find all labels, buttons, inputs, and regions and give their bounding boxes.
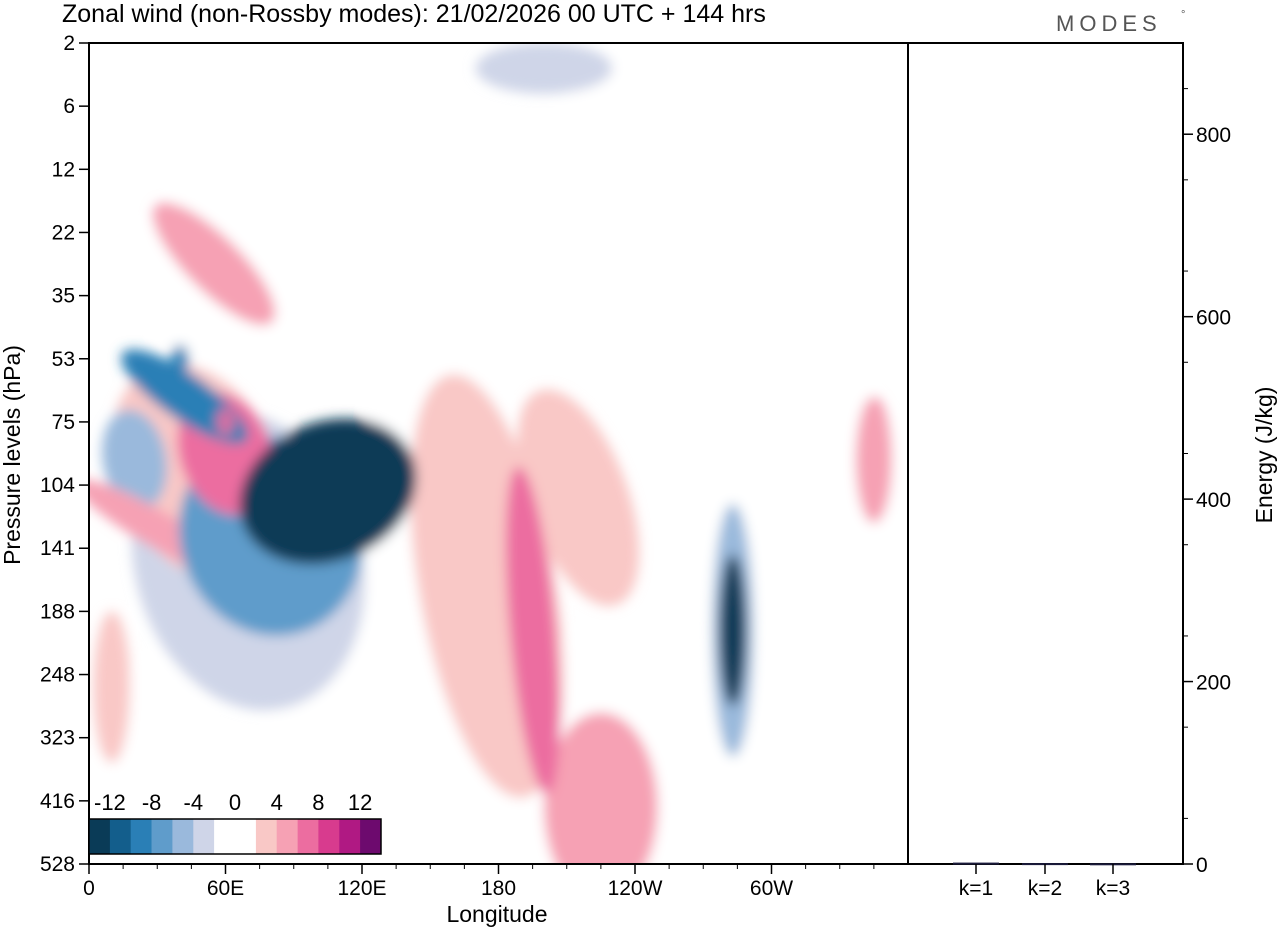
colorbar-swatch [360, 819, 382, 854]
energy-tick-label: 600 [1196, 307, 1231, 330]
colorbar-label: -12 [94, 790, 126, 815]
colorbar-swatch [193, 819, 215, 854]
colorbar-swatch [276, 819, 298, 854]
wind-contours [89, 43, 908, 864]
colorbar-swatch [130, 819, 152, 854]
y-tick-label: 104 [40, 474, 75, 497]
colorbar-swatch [297, 819, 319, 854]
colorbar: -12 -8 -4 0 4 8 12 [88, 790, 382, 855]
colorbar-label: -8 [142, 790, 162, 815]
colorbar-swatch [255, 819, 278, 854]
y-tick-label: 141 [40, 537, 75, 560]
y-tick-label: 2 [63, 32, 75, 55]
contour-field [89, 43, 908, 864]
contour-blob [101, 409, 168, 510]
x-tick-label: 60E [207, 877, 244, 900]
energy-tick-label: 400 [1196, 489, 1231, 512]
colorbar-swatch [214, 819, 236, 854]
chart-title: Zonal wind (non-Rossby modes): 21/02/202… [62, 0, 766, 28]
x-tick-label: 0 [83, 877, 95, 900]
y-tick-label: 35 [52, 285, 75, 308]
contour-blob [566, 55, 749, 132]
energy-frame [907, 42, 1184, 865]
y-tick-label: 323 [40, 727, 75, 750]
contour-core-positive-upper-left [216, 407, 235, 436]
energy-tick-label: 0 [1196, 854, 1208, 877]
colorbar-label: 0 [229, 790, 241, 815]
contour-blob [152, 202, 276, 326]
y-tick-label: 416 [40, 790, 75, 813]
energy-category-label: k=2 [1028, 877, 1062, 900]
x-tick-label: 120E [337, 877, 386, 900]
contour-blob [855, 396, 893, 523]
contour-core-negative-core-tropopause [723, 597, 742, 626]
modes-logo: MODES [1056, 11, 1162, 36]
contour-blob [295, 179, 429, 286]
energy-category-label: k=3 [1096, 877, 1130, 900]
y-tick-label: 188 [40, 600, 75, 623]
y-tick-label: 12 [52, 158, 75, 181]
energy-tick-label: 200 [1196, 672, 1231, 695]
contour-blob [475, 43, 613, 94]
colorbar-frame [88, 818, 382, 855]
colorbar-label: 8 [312, 790, 324, 815]
modes-logo-mark: ° [1181, 9, 1185, 21]
y-tick-label: 53 [52, 348, 75, 371]
y-tick-label: 528 [40, 853, 75, 876]
x-tick-label: 60W [750, 877, 793, 900]
contour-blob [121, 349, 249, 445]
colorbar-swatch [151, 819, 173, 854]
y-tick-label: 22 [52, 221, 75, 244]
energy-axis-label: Energy (J/kg) [1251, 387, 1277, 524]
y-tick-label: 6 [63, 95, 75, 118]
colorbar-swatch [339, 819, 361, 854]
colorbar-label: 4 [271, 790, 283, 815]
contour-core-negative-upper-left [171, 344, 189, 373]
y-tick-label: 75 [52, 411, 75, 434]
colorbar-swatch [109, 819, 132, 854]
heatmap-ticks: 0 60E 120E 180 120W 60W 2 6 12 22 35 53 75 104 141 188 2… [40, 32, 875, 900]
heatmap-panel: 0 60E 120E 180 120W 60W 2 6 12 22 35 53 75 104 141 188 2… [40, 32, 909, 900]
x-tick-label: 180 [481, 877, 516, 900]
contour-blob [93, 611, 130, 763]
colorbar-label: 12 [348, 790, 372, 815]
contour-core-positive-band-dateline [523, 597, 542, 626]
contour-core-positive-lower-band [591, 786, 610, 815]
colorbar-swatch [318, 819, 340, 854]
contour-blob [505, 466, 560, 794]
y-axis-label: Pressure levels (hPa) [0, 345, 25, 565]
colorbar-swatch [235, 819, 257, 854]
contour-blob [719, 554, 747, 707]
contour-core-negative-core-stratosphere [318, 471, 337, 500]
colorbar-swatch [172, 819, 194, 854]
energy-bars: k=1 k=2 k=3 [953, 862, 1136, 900]
energy-bar-k=1 [953, 862, 999, 865]
energy-category-label: k=1 [959, 877, 993, 900]
energy-panel: 0 200 400 600 800 k=1 k=2 k=3 [907, 42, 1231, 900]
y-tick-label: 248 [40, 664, 75, 687]
colorbar-swatch [89, 819, 111, 854]
contour-blob [737, 74, 897, 176]
contour-blob [862, 567, 908, 719]
x-axis-label: Longitude [446, 901, 547, 927]
colorbar-label: -4 [184, 790, 204, 815]
energy-ticks: 0 200 400 600 800 [1183, 88, 1231, 877]
x-tick-label: 120W [608, 877, 663, 900]
contour-blob [517, 389, 640, 606]
energy-tick-label: 800 [1196, 124, 1231, 147]
